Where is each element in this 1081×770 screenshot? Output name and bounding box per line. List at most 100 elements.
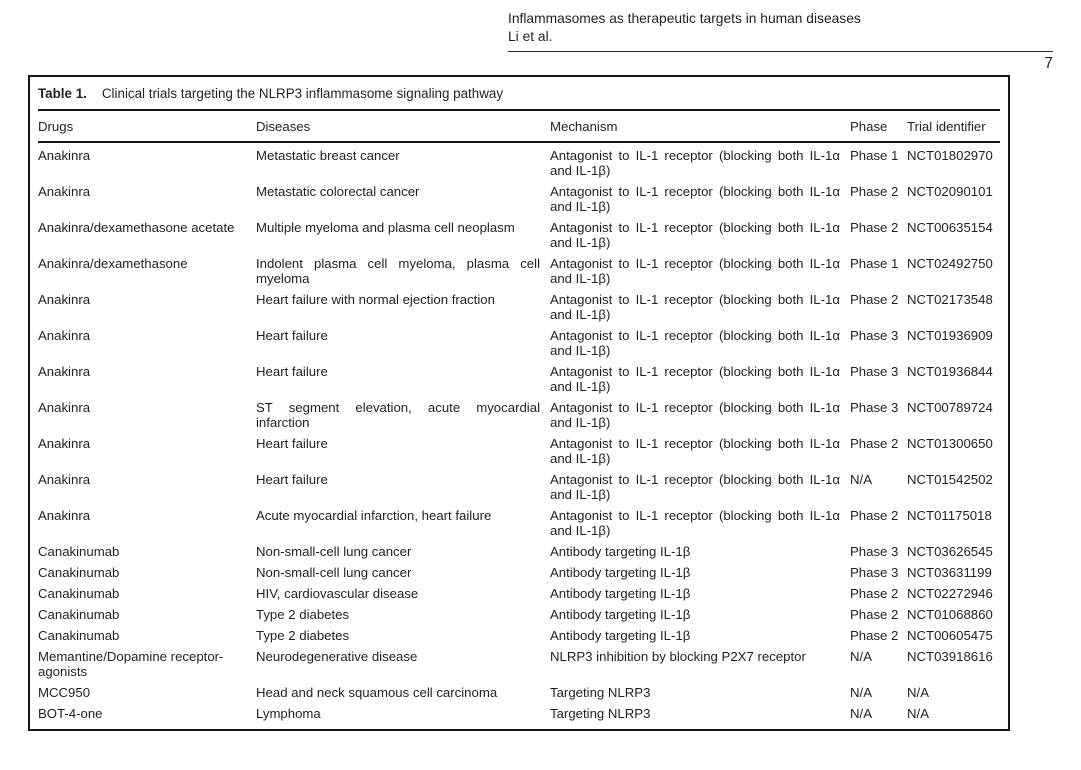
trial-id-cell: NCT01936909	[907, 328, 993, 343]
phase-cell: Phase 2	[850, 220, 899, 235]
disease-cell: Acute myocardial infarction, heart failu…	[256, 508, 492, 523]
disease-cell: Neurodegenerative disease	[256, 649, 418, 664]
mechanism-cell: Antibody targeting IL-1β	[550, 586, 691, 601]
drug-cell: Canakinumab	[38, 586, 120, 601]
column-header-diseases: Diseases	[256, 111, 550, 143]
table-row: Anakinra Heart failure with normal ejecti…	[38, 289, 1000, 325]
mechanism-cell: Antagonist to IL-1 receptor (blocking bo…	[550, 148, 840, 178]
trial-id-cell: NCT01936844	[907, 364, 993, 379]
drug-cell: Anakinra	[38, 400, 91, 415]
table-row: Canakinumab Non-small-cell lung cancer Ant…	[38, 541, 1000, 562]
trial-id-cell: NCT01175018	[907, 508, 992, 523]
trial-id-cell: NCT03631199	[907, 565, 992, 580]
phase-cell: Phase 3	[850, 328, 899, 343]
table-row: BOT-4-one Lymphoma Targeting NLRP3 N/A N/A	[38, 703, 1000, 724]
mechanism-cell: Antagonist to IL-1 receptor (blocking bo…	[550, 508, 840, 538]
drug-cell: Memantine/Dopamine receptor-agonists	[38, 649, 224, 679]
phase-cell: N/A	[850, 706, 872, 721]
drug-cell: Anakinra	[38, 292, 91, 307]
trial-id-cell: NCT01068860	[907, 607, 993, 622]
table-row: Anakinra/dexamethasone Indolent plasma ce…	[38, 253, 1000, 289]
phase-cell: N/A	[850, 649, 872, 664]
mechanism-cell: Antagonist to IL-1 receptor (blocking bo…	[550, 364, 840, 394]
column-header-drugs: Drugs	[38, 111, 256, 143]
phase-cell: Phase 2	[850, 184, 899, 199]
trial-id-cell: NCT03918616	[907, 649, 993, 664]
drug-cell: Anakinra/dexamethasone	[38, 256, 188, 271]
disease-cell: Type 2 diabetes	[256, 628, 350, 643]
running-head-rule	[508, 51, 1053, 52]
drug-cell: Anakinra	[38, 184, 91, 199]
running-head-title: Inflammasomes as therapeutic targets in …	[508, 11, 861, 26]
trial-id-cell: N/A	[907, 706, 929, 721]
table-caption-text: Clinical trials targeting the NLRP3 infl…	[101, 86, 504, 101]
drug-cell: Canakinumab	[38, 607, 120, 622]
disease-cell: Heart failure	[256, 328, 328, 343]
table-header-row: Drugs Diseases Mechanism Phase Trial ide…	[38, 111, 1000, 143]
disease-cell: Indolent plasma cell myeloma, plasma cel…	[256, 256, 540, 286]
table-row: Anakinra Metastatic colorectal cancer Anta…	[38, 181, 1000, 217]
mechanism-cell: Antagonist to IL-1 receptor (blocking bo…	[550, 400, 840, 430]
drug-cell: Canakinumab	[38, 628, 120, 643]
trial-id-cell: NCT00789724	[907, 400, 993, 415]
disease-cell: Heart failure with normal ejection fract…	[256, 292, 495, 307]
disease-cell: Multiple myeloma and plasma cell neoplas…	[256, 220, 515, 235]
mechanism-cell: Antagonist to IL-1 receptor (blocking bo…	[550, 436, 840, 466]
table-caption: Table 1. Clinical trials targeting the NL…	[38, 77, 1000, 111]
mechanism-cell: Antagonist to IL-1 receptor (blocking bo…	[550, 256, 840, 286]
trial-id-cell: NCT03626545	[907, 544, 993, 559]
mechanism-cell: Antagonist to IL-1 receptor (blocking bo…	[550, 292, 840, 322]
table-row: Anakinra Metastatic breast cancer Antagoni…	[38, 142, 1000, 181]
mechanism-cell: Antagonist to IL-1 receptor (blocking bo…	[550, 328, 840, 358]
disease-cell: Head and neck squamous cell carcinoma	[256, 685, 498, 700]
mechanism-cell: Antibody targeting IL-1β	[550, 544, 691, 559]
phase-cell: N/A	[850, 685, 872, 700]
mechanism-cell: Antibody targeting IL-1β	[550, 565, 691, 580]
column-header-mechanism: Mechanism	[550, 111, 850, 143]
disease-cell: Heart failure	[256, 436, 328, 451]
mechanism-cell: Antibody targeting IL-1β	[550, 628, 691, 643]
drug-cell: Canakinumab	[38, 565, 120, 580]
mechanism-cell: Antibody targeting IL-1β	[550, 607, 691, 622]
drug-cell: Anakinra	[38, 508, 91, 523]
drug-cell: Anakinra	[38, 472, 91, 487]
drug-cell: Anakinra	[38, 328, 91, 343]
table-row: Anakinra ST segment elevation, acute myoc…	[38, 397, 1000, 433]
column-header-trial-identifier: Trial identifier	[907, 111, 1000, 143]
phase-cell: Phase 3	[850, 364, 899, 379]
table-row: Anakinra Heart failure Antagonist to IL-1 …	[38, 325, 1000, 361]
clinical-trials-table: Drugs Diseases Mechanism Phase Trial ide…	[38, 111, 1000, 724]
drug-cell: Anakinra	[38, 148, 91, 163]
running-head: Inflammasomes as therapeutic targets in …	[508, 10, 1053, 73]
trial-id-cell: NCT01300650	[907, 436, 993, 451]
table-row: Canakinumab Type 2 diabetes Antibody targe…	[38, 604, 1000, 625]
table-header: Drugs Diseases Mechanism Phase Trial ide…	[38, 111, 1000, 143]
table-row: Canakinumab Type 2 diabetes Antibody targe…	[38, 625, 1000, 646]
trial-id-cell: NCT01802970	[907, 148, 993, 163]
phase-cell: Phase 2	[850, 436, 899, 451]
table-1-container: Table 1. Clinical trials targeting the NL…	[28, 75, 1010, 731]
disease-cell: Non-small-cell lung cancer	[256, 544, 412, 559]
page-number: 7	[1044, 55, 1053, 72]
drug-cell: Anakinra/dexamethasone acetate	[38, 220, 235, 235]
disease-cell: HIV, cardiovascular disease	[256, 586, 419, 601]
trial-id-cell: NCT02090101	[907, 184, 993, 199]
column-header-phase: Phase	[850, 111, 907, 143]
drug-cell: Anakinra	[38, 436, 91, 451]
table-row: Anakinra Heart failure Antagonist to IL-1 …	[38, 469, 1000, 505]
phase-cell: Phase 2	[850, 292, 899, 307]
disease-cell: Lymphoma	[256, 706, 321, 721]
disease-cell: Metastatic colorectal cancer	[256, 184, 420, 199]
trial-id-cell: NCT02272946	[907, 586, 993, 601]
disease-cell: ST segment elevation, acute myocardial i…	[256, 400, 540, 430]
table-row: Anakinra Heart failure Antagonist to IL-1 …	[38, 433, 1000, 469]
drug-cell: Canakinumab	[38, 544, 120, 559]
trial-id-cell: NCT00605475	[907, 628, 993, 643]
trial-id-cell: NCT02173548	[907, 292, 993, 307]
phase-cell: Phase 1	[850, 148, 899, 163]
mechanism-cell: Antagonist to IL-1 receptor (blocking bo…	[550, 220, 840, 250]
table-label: Table 1.	[38, 86, 87, 101]
table-row: Canakinumab Non-small-cell lung cancer Ant…	[38, 562, 1000, 583]
table-row: Anakinra Heart failure Antagonist to IL-1 …	[38, 361, 1000, 397]
